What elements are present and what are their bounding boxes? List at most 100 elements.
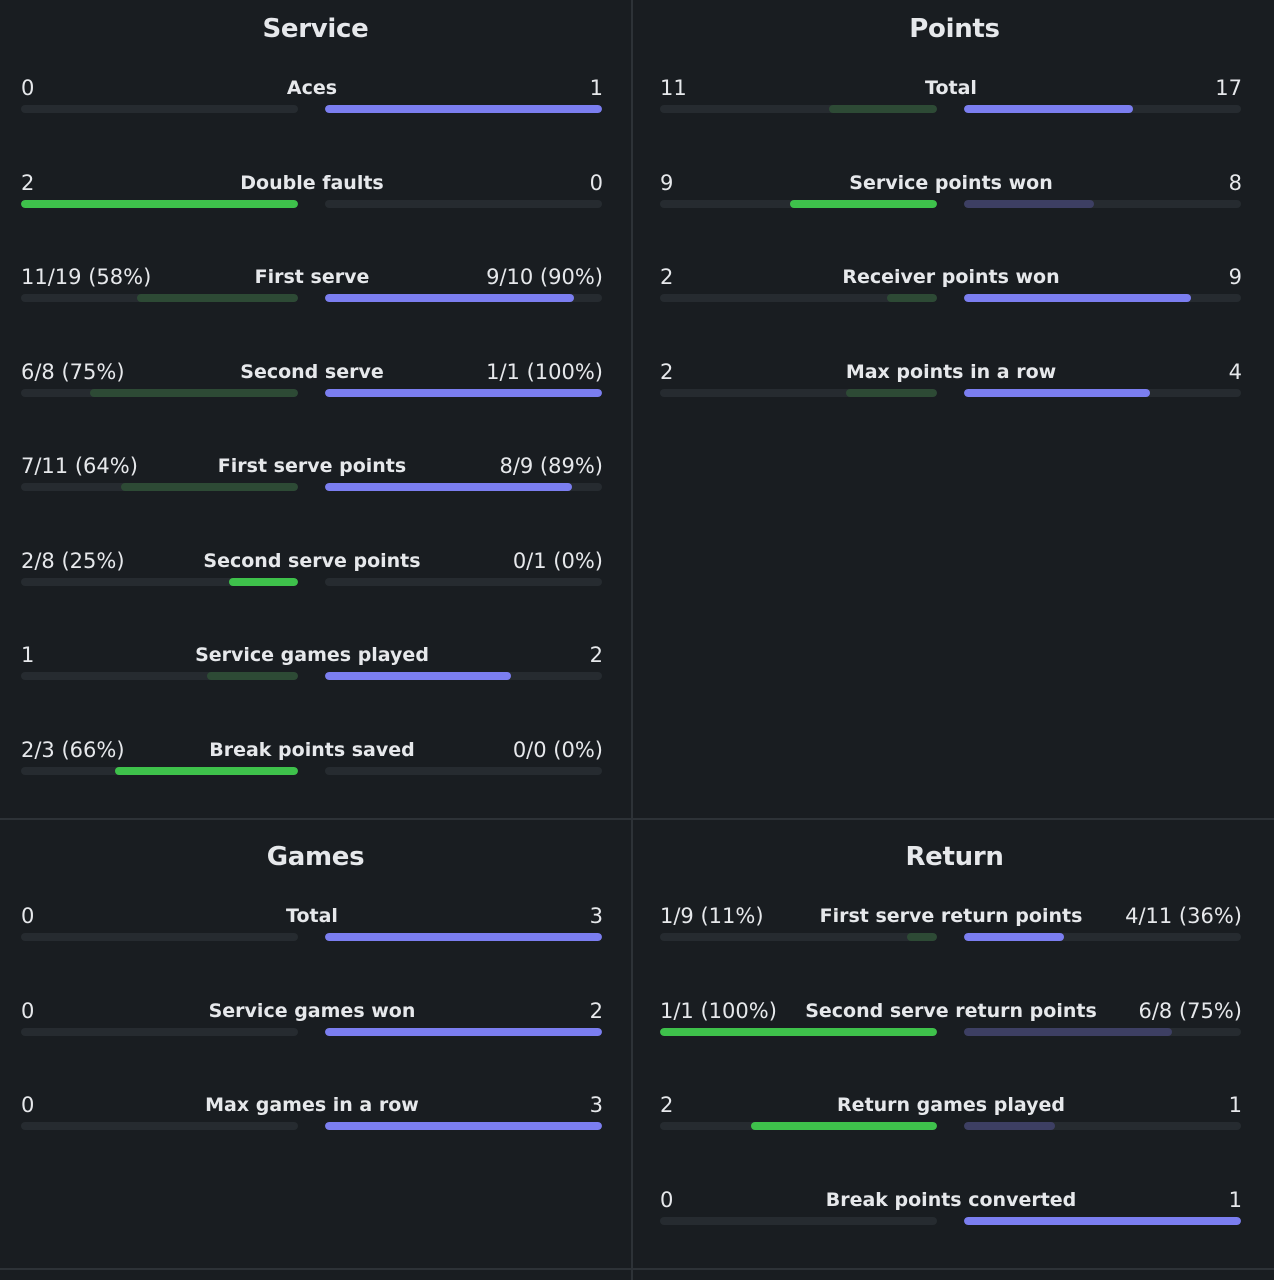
right-player-bar: [325, 578, 602, 586]
left-player-bar: [660, 105, 937, 113]
stat-row: 2 Receiver points won 9: [639, 264, 1270, 324]
service-panel: Service 0 Aces 1 2 Double faults 0 11/19 (58%)…: [0, 0, 631, 818]
stat-label: Service games won: [208, 1000, 416, 1022]
right-player-bar: [964, 1122, 1241, 1130]
left-player-value: 2: [660, 1093, 674, 1117]
stat-label: First serve return points: [819, 905, 1083, 927]
stat-row: 2 Double faults 0: [0, 170, 631, 230]
stat-row: 0 Break points converted 1: [639, 1187, 1270, 1247]
stat-label: Service games played: [195, 644, 429, 666]
right-player-bar: [325, 483, 602, 491]
right-player-bar: [964, 200, 1241, 208]
left-player-value: 0: [21, 999, 35, 1023]
right-player-bar: [964, 389, 1241, 397]
right-player-bar-fill: [964, 1028, 1172, 1036]
stat-label: First serve: [254, 266, 370, 288]
left-player-bar-fill: [751, 1122, 937, 1130]
stat-label: First serve points: [217, 455, 407, 477]
stat-label: Total: [286, 905, 338, 927]
left-player-value: 2: [660, 360, 674, 384]
stat-label: Double faults: [240, 172, 384, 194]
left-player-value: 0: [21, 904, 35, 928]
stat-label: Second serve: [240, 361, 384, 383]
right-player-bar: [325, 1122, 602, 1130]
right-player-value: 9/10 (90%): [486, 265, 603, 289]
left-player-bar: [21, 933, 298, 941]
stat-label: Break points converted: [825, 1189, 1077, 1211]
right-player-bar-fill: [325, 483, 572, 491]
left-player-value: 9: [660, 171, 674, 195]
left-player-bar: [21, 483, 298, 491]
stat-row: 11/19 (58%) First serve 9/10 (90%): [0, 264, 631, 324]
right-player-value: 0/0 (0%): [512, 738, 603, 762]
left-player-bar: [660, 389, 937, 397]
left-player-value: 2/3 (66%): [21, 738, 125, 762]
left-player-value: 0: [21, 1093, 35, 1117]
right-player-value: 1: [1228, 1093, 1242, 1117]
stat-row: 0 Service games won 2: [0, 998, 631, 1058]
stat-label: Return games played: [837, 1094, 1065, 1116]
right-player-value: 6/8 (75%): [1138, 999, 1242, 1023]
left-player-bar-fill: [829, 105, 937, 113]
left-player-bar: [21, 389, 298, 397]
stat-row: 7/11 (64%) First serve points 8/9 (89%): [0, 453, 631, 513]
right-player-bar: [325, 389, 602, 397]
stat-row: 0 Total 3: [0, 903, 631, 963]
right-player-bar-fill: [325, 672, 511, 680]
left-player-bar-fill: [846, 389, 937, 397]
stat-row: 2 Return games played 1: [639, 1092, 1270, 1152]
stat-label: Max points in a row: [845, 361, 1057, 383]
left-player-value: 2: [660, 265, 674, 289]
left-player-bar-fill: [229, 578, 298, 586]
stat-row: 1 Service games played 2: [0, 642, 631, 702]
stat-row: 1/9 (11%) First serve return points 4/11 (…: [639, 903, 1270, 963]
right-player-bar: [325, 105, 602, 113]
left-player-value: 1: [21, 643, 35, 667]
vertical-divider: [631, 0, 633, 1280]
right-player-bar-fill: [325, 389, 602, 397]
stat-row: 11 Total 17: [639, 75, 1270, 135]
left-player-bar: [21, 200, 298, 208]
left-player-bar: [660, 1028, 937, 1036]
right-player-value: 9: [1228, 265, 1242, 289]
left-player-value: 1/9 (11%): [660, 904, 764, 928]
stat-label: Second serve return points: [805, 1000, 1097, 1022]
left-player-bar: [660, 200, 937, 208]
left-player-value: 7/11 (64%): [21, 454, 138, 478]
right-player-bar-fill: [325, 1122, 602, 1130]
right-player-value: 17: [1215, 76, 1242, 100]
right-player-bar-fill: [964, 389, 1150, 397]
right-player-bar-fill: [964, 294, 1191, 302]
horizontal-divider: [0, 818, 1274, 820]
right-player-value: 0: [589, 171, 603, 195]
panel-title: Service: [262, 14, 369, 44]
left-player-bar: [660, 1122, 937, 1130]
stat-row: 0 Aces 1: [0, 75, 631, 135]
left-player-bar: [660, 294, 937, 302]
stat-row: 2/3 (66%) Break points saved 0/0 (0%): [0, 737, 631, 797]
left-player-bar: [660, 1217, 937, 1225]
right-player-value: 3: [589, 1093, 603, 1117]
right-player-bar: [964, 294, 1241, 302]
stat-row: 1/1 (100%) Second serve return points 6/8 …: [639, 998, 1270, 1058]
stat-label: Break points saved: [209, 739, 415, 761]
left-player-bar: [21, 294, 298, 302]
right-player-value: 1: [1228, 1188, 1242, 1212]
left-player-bar-fill: [660, 1028, 937, 1036]
left-player-bar-fill: [137, 294, 298, 302]
stat-row: 9 Service points won 8: [639, 170, 1270, 230]
left-player-value: 0: [21, 76, 35, 100]
right-player-value: 8/9 (89%): [499, 454, 603, 478]
left-player-value: 0: [660, 1188, 674, 1212]
left-player-bar-fill: [90, 389, 298, 397]
left-player-value: 11: [660, 76, 687, 100]
left-player-bar-fill: [207, 672, 298, 680]
left-player-bar: [21, 672, 298, 680]
left-player-bar: [21, 578, 298, 586]
right-player-value: 1: [589, 76, 603, 100]
stat-label: Aces: [286, 77, 338, 99]
right-player-bar: [964, 933, 1241, 941]
stat-label: Total: [925, 77, 977, 99]
right-player-bar-fill: [964, 1217, 1241, 1225]
right-player-bar: [325, 767, 602, 775]
